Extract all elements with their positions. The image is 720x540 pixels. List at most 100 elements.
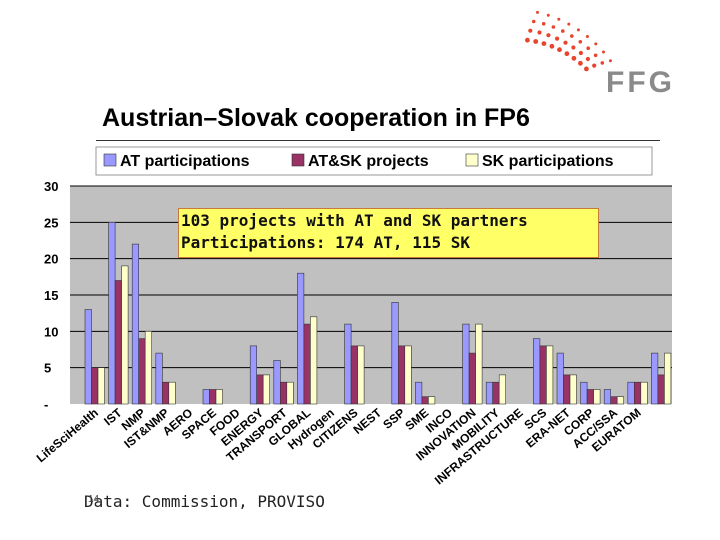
logo-dot <box>549 43 555 49</box>
legend-label: AT&SK projects <box>308 153 429 170</box>
title-divider <box>96 140 660 141</box>
bar-cat11-at <box>344 323 352 405</box>
bar-cat20-at <box>556 352 564 405</box>
bar-extra0-atsk <box>657 374 665 405</box>
page-title: Austrian–Slovak cooperation in FP6 <box>102 104 530 132</box>
legend-box <box>95 146 653 176</box>
bar-cat5-sk <box>215 389 223 405</box>
logo-dot <box>567 22 571 26</box>
y-tick-label: 5 <box>44 361 51 376</box>
bar-cat8-at <box>273 360 281 405</box>
bar-cat16-atsk <box>468 352 476 405</box>
y-tick-label: 15 <box>44 288 58 303</box>
bar-cat7-atsk <box>256 374 264 405</box>
bar-cat1-at <box>108 222 116 405</box>
bar-cat2-at <box>131 243 139 405</box>
bar-cat17-at <box>485 381 494 405</box>
bar-cat21-atsk <box>586 389 594 405</box>
logo-dot <box>585 35 589 38</box>
logo-dot <box>578 60 583 66</box>
logo-dot <box>531 19 536 24</box>
logo-dot <box>578 40 583 44</box>
callout-line-1: 103 projects with AT and SK partners <box>181 211 528 230</box>
logo-dot <box>541 41 547 46</box>
bar-cat8-sk <box>286 381 294 405</box>
y-tick-label: 30 <box>44 179 58 194</box>
bar-cat0-at <box>84 309 92 405</box>
bars <box>84 222 672 405</box>
bar-cat7-at <box>249 345 257 405</box>
legend: AT participations AT&SK projects SK partic… <box>95 146 653 176</box>
logo-dot <box>584 66 589 72</box>
page-number: 14 <box>88 494 100 505</box>
bar-cat19-atsk <box>539 345 547 405</box>
bar-cat2-sk <box>144 330 152 405</box>
legend-swatch <box>291 153 305 167</box>
bar-cat3-atsk <box>162 381 170 405</box>
y-tick-label: 25 <box>44 215 58 230</box>
logo-dot <box>537 30 542 35</box>
logo-dot <box>555 36 560 41</box>
bar-cat19-at <box>533 338 541 405</box>
logo-dot <box>536 10 539 14</box>
legend-label: SK participations <box>482 153 614 170</box>
bar-cat22-sk <box>616 396 625 405</box>
bar-cat22-at <box>603 389 612 405</box>
legend-swatch <box>465 153 479 167</box>
logo-dot <box>564 51 570 57</box>
logo-dot <box>570 34 574 38</box>
bar-extra0-at <box>651 352 659 405</box>
y-tick-label: 10 <box>44 324 58 339</box>
bar-cat1-atsk <box>114 280 122 405</box>
logo-dot <box>592 63 597 68</box>
legend-swatch <box>103 153 117 167</box>
logo-dot <box>557 17 561 21</box>
bar-cat2-atsk <box>138 338 146 405</box>
bar-cat1-sk <box>121 265 129 405</box>
bar-cat17-atsk <box>492 381 500 405</box>
bar-cat19-sk <box>546 345 554 405</box>
logo-dot <box>546 33 551 38</box>
ffg-logo-text: FFG <box>606 66 675 99</box>
bar-cat0-atsk <box>91 367 99 405</box>
bar-cat16-sk <box>475 323 483 405</box>
bar-cat0-sk <box>97 367 105 405</box>
logo-dot <box>594 42 598 46</box>
bar-cat3-sk <box>168 381 176 405</box>
logo-dot <box>576 28 580 32</box>
logo-dot <box>557 47 562 53</box>
bar-cat11-sk <box>357 345 365 405</box>
bar-cat21-at <box>580 381 588 405</box>
bar-cat9-atsk <box>303 323 311 405</box>
logo-dot <box>600 61 605 65</box>
logo-dot <box>585 56 591 62</box>
bar-cat13-atsk <box>397 345 406 405</box>
logo-dot <box>528 28 533 33</box>
legend-label: AT participations <box>120 153 250 170</box>
bar-cat9-sk <box>310 316 318 405</box>
logo-dot <box>533 39 539 44</box>
logo-dot <box>571 45 576 50</box>
bar-cat22-atsk <box>610 396 618 405</box>
logo-dot <box>602 50 605 54</box>
logo-dot <box>571 55 577 61</box>
bar-cat14-sk <box>428 396 436 405</box>
x-tick-label: LifeSciHealth <box>34 406 101 466</box>
bar-cat3-at <box>155 352 163 405</box>
logo-dot <box>578 50 584 56</box>
bar-cat20-atsk <box>563 374 571 405</box>
logo-dot <box>608 59 612 63</box>
bar-cat8-atsk <box>279 381 288 405</box>
y-axis-ticks: 30 25 20 15 10 5 - <box>44 179 58 412</box>
y-tick-label: - <box>44 397 48 412</box>
bar-cat23-sk <box>640 381 648 405</box>
summary-callout: 103 projects with AT and SK partners Par… <box>178 208 599 258</box>
logo-dot <box>541 22 546 26</box>
x-axis-labels: LifeSciHealth ISTNMPIST&NMPAEROSPACEFOODE… <box>34 405 644 487</box>
logo-dot <box>586 46 590 50</box>
logo-dot <box>525 37 530 43</box>
bar-cat17-sk <box>498 374 507 405</box>
bar-extra0-sk <box>664 352 672 405</box>
bar-cat23-atsk <box>633 381 642 405</box>
